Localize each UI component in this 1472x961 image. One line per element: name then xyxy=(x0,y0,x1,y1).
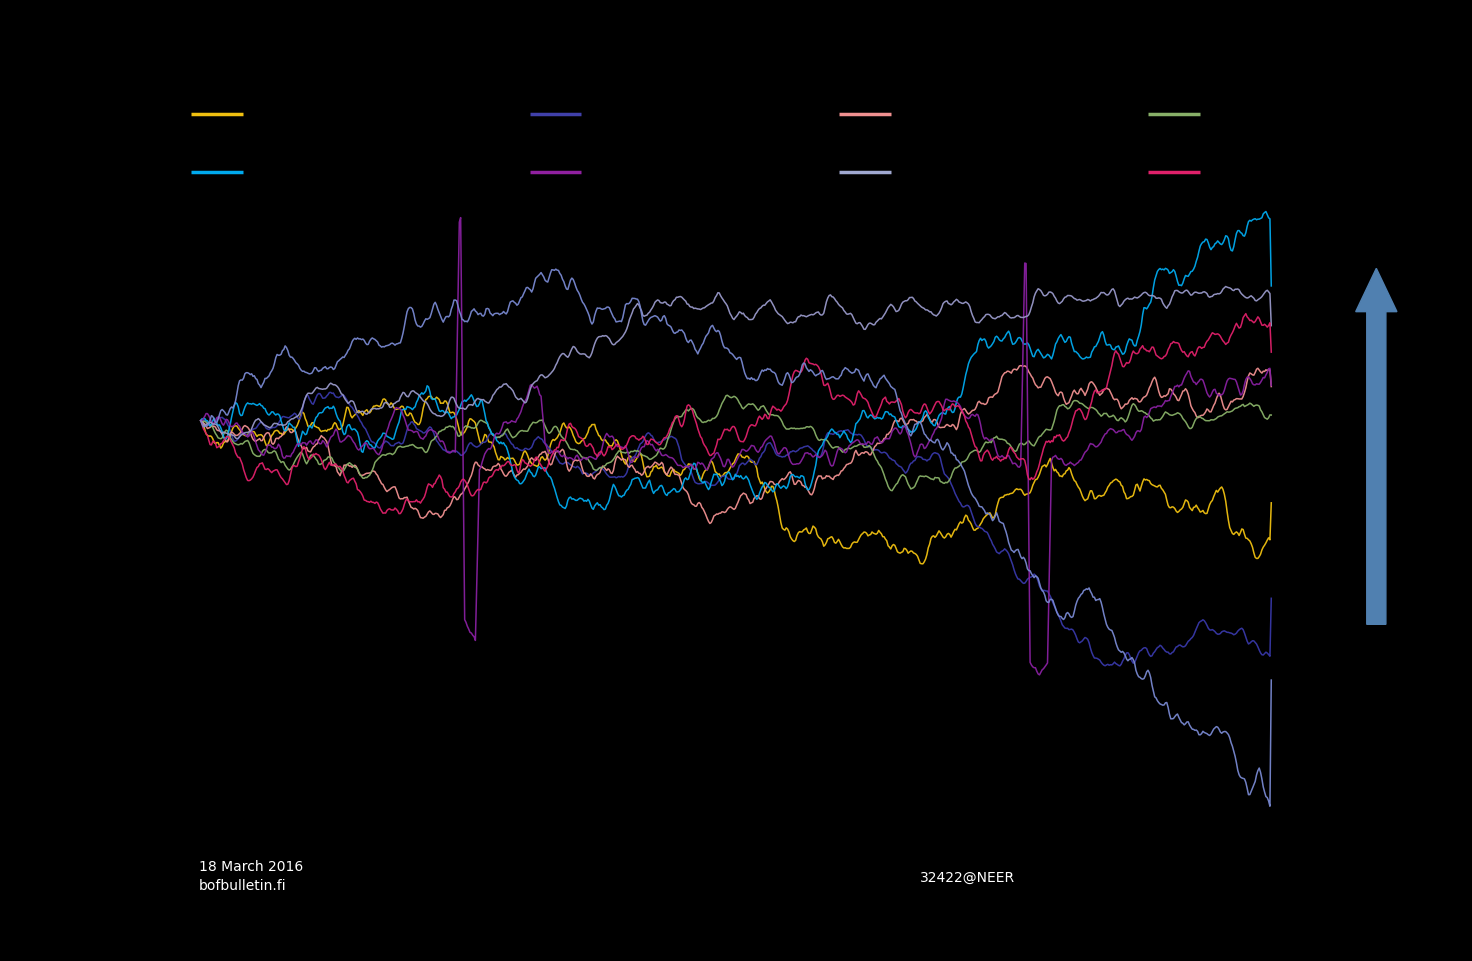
Text: 32422@NEER: 32422@NEER xyxy=(920,871,1016,884)
Text: bofbulletin.fi: bofbulletin.fi xyxy=(199,878,287,892)
Text: 18 March 2016: 18 March 2016 xyxy=(199,859,303,873)
